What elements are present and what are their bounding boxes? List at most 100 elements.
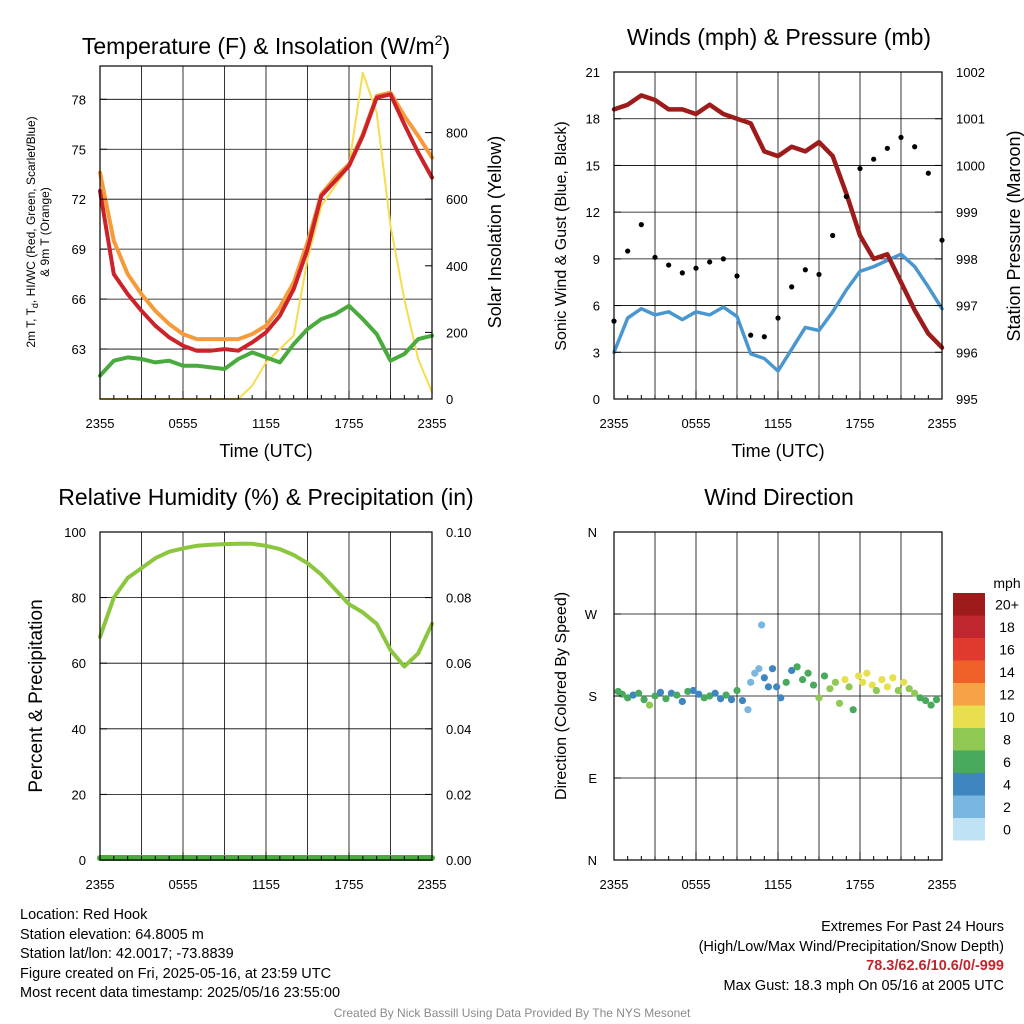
y-tick-label-12: 12 <box>586 205 600 220</box>
colorbar-label-14: 14 <box>999 664 1015 680</box>
colorbar-label-4: 4 <box>1003 776 1011 792</box>
direction-point <box>662 695 670 703</box>
direction-point <box>656 688 665 696</box>
y-tick-label-800: 800 <box>446 126 468 141</box>
winds-plot-frame <box>613 71 943 400</box>
direction-point <box>835 699 844 707</box>
y-tick-label-1001: 1001 <box>956 112 985 127</box>
direction-point <box>932 696 941 704</box>
direction-panel: Wind Direction 2355 0555 1155 1755 2355NESWN… <box>553 484 1021 892</box>
direction-point <box>760 674 768 682</box>
y-tick-label-0-06: 0.06 <box>446 656 471 671</box>
y-tick-label-63: 63 <box>72 342 86 357</box>
colorbar-label-12: 12 <box>999 686 1015 702</box>
direction-point <box>793 663 801 671</box>
direction-series <box>614 621 941 714</box>
y-tick-label-6: 6 <box>593 299 600 314</box>
y-tick-label-40: 40 <box>72 722 86 737</box>
direction-point <box>927 701 935 709</box>
extremes-heading: Extremes For Past 24 Hours <box>821 919 1004 935</box>
colorbar-swatch-16 <box>953 638 985 661</box>
gust-point <box>707 259 713 265</box>
y-tick-label-0: 0 <box>79 853 86 868</box>
y-tick-label-0-02: 0.02 <box>446 787 471 802</box>
x-tick-label-1155: 1155 <box>764 416 792 431</box>
direction-point <box>727 696 736 704</box>
x-tick-label-0555: 0555 <box>169 877 198 892</box>
y-tick-label-w-3: W <box>585 607 598 622</box>
direction-point <box>777 694 785 702</box>
temperature-y2label: Solar Insolation (Yellow) <box>485 136 505 328</box>
x-tick-label-2355: 2355 <box>928 416 957 431</box>
y-tick-label-75: 75 <box>72 142 86 157</box>
direction-point <box>863 669 871 677</box>
colorbar-swatch-0 <box>953 818 985 841</box>
colorbar-label-16: 16 <box>999 641 1015 657</box>
winds-panel-title: Winds (mph) & Pressure (mb) <box>627 24 931 50</box>
direction-point <box>878 676 886 684</box>
direction-point <box>629 691 637 699</box>
gust-point <box>789 284 795 290</box>
direction-panel-title: Wind Direction <box>704 484 854 510</box>
speed-colorbar: 20+ 18 16 14 12 10 8 6 4 2 0 <box>953 593 1019 841</box>
direction-point <box>624 694 632 702</box>
colorbar-swatch-18 <box>953 615 985 638</box>
direction-point <box>859 678 867 686</box>
series-sonic-wind-line <box>612 252 944 373</box>
y-tick-label-999: 999 <box>956 205 978 220</box>
gust-point <box>898 134 904 140</box>
humidity-panel: Relative Humidity (%) & Precipitation (i… <box>26 484 474 892</box>
x-tick-label-2355: 2355 <box>418 416 447 431</box>
x-tick-label-1755: 1755 <box>335 877 364 892</box>
y-tick-label-18: 18 <box>586 112 600 127</box>
y-tick-label-600: 600 <box>446 192 468 207</box>
direction-point <box>799 676 807 684</box>
colorbar-label-20: 20+ <box>995 596 1019 612</box>
direction-point <box>872 686 881 695</box>
x-tick-label-1755: 1755 <box>335 416 364 431</box>
humidity-panel-title: Relative Humidity (%) & Precipitation (i… <box>58 484 473 510</box>
direction-plot-frame <box>613 531 943 861</box>
x-tick-label-2355: 2355 <box>928 877 957 892</box>
gust-point <box>775 315 781 321</box>
gust-point <box>761 334 767 340</box>
y-tick-label-3: 3 <box>593 345 600 360</box>
x-tick-label-1155: 1155 <box>252 416 280 431</box>
y-tick-label-997: 997 <box>956 299 978 314</box>
direction-point <box>651 692 659 700</box>
colorbar-swatch-20 <box>953 593 985 616</box>
gust-point <box>679 270 685 276</box>
y-tick-label-400: 400 <box>446 259 468 274</box>
colorbar-swatch-2 <box>953 795 985 818</box>
direction-point <box>782 678 790 686</box>
y-tick-label-72: 72 <box>72 192 86 207</box>
y-tick-label-20: 20 <box>72 787 86 802</box>
y-tick-label-78: 78 <box>72 92 86 107</box>
colorbar-label-0: 0 <box>1003 821 1011 837</box>
direction-point <box>738 696 747 705</box>
direction-point <box>733 686 741 695</box>
direction-point <box>788 666 796 675</box>
y-tick-label-995: 995 <box>956 392 978 407</box>
direction-point <box>868 681 876 689</box>
temperature-xlabel: Time (UTC) <box>219 441 312 461</box>
figure-created: Figure created on Fri, 2025-05-16, at 23… <box>20 965 332 982</box>
y-tick-label-0-00: 0.00 <box>446 853 471 868</box>
winds-panel: Winds (mph) & Pressure (mb) 2355 0555 1155… <box>553 24 1024 461</box>
humidity-ylabel: Percent & Precipitation <box>26 599 47 792</box>
y-tick-label-0-10: 0.10 <box>446 525 471 540</box>
gust-point <box>925 170 931 176</box>
gust-point <box>652 254 658 260</box>
x-tick-label-1155: 1155 <box>252 877 280 892</box>
gust-point <box>871 156 877 162</box>
x-tick-label-0555: 0555 <box>682 877 711 892</box>
direction-point <box>922 696 930 705</box>
gust-point <box>693 265 699 271</box>
svg-text:2m T, Td, HI/WC (Red, Green, S: 2m T, Td, HI/WC (Red, Green, Scarlet/Blu… <box>24 116 40 347</box>
direction-point <box>820 672 829 680</box>
direction-ylabel: Direction (Colored By Speed) <box>553 592 570 800</box>
temperature-ylabel: 2m T, Td, HI/WC (Red, Green, Scarlet/Blu… <box>24 116 52 347</box>
direction-point <box>678 697 686 706</box>
direction-point <box>845 683 853 691</box>
